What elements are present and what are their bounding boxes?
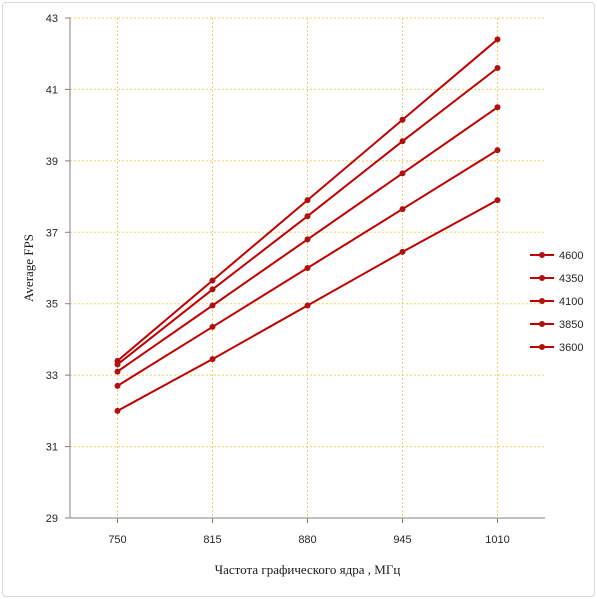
x-tick-label: 880 (298, 534, 316, 546)
data-point-4350 (494, 65, 501, 71)
data-point-3850 (209, 323, 216, 330)
legend-marker-4600 (539, 252, 545, 258)
x-axis-title: Частота графического ядра , МГц (215, 562, 401, 577)
axes (65, 17, 545, 523)
y-tick-label: 37 (46, 227, 58, 239)
data-point-4350 (114, 361, 121, 368)
data-point-4600 (304, 197, 311, 204)
legend-marker-4350 (539, 275, 545, 281)
data-point-4100 (114, 368, 121, 375)
data-point-3600 (304, 302, 311, 309)
y-tick-label: 29 (46, 513, 58, 525)
data-point-4600 (209, 277, 216, 284)
data-point-4100 (304, 236, 311, 243)
y-axis-title: Average FPS (21, 234, 36, 302)
data-point-4100 (494, 104, 501, 111)
data-point-3850 (399, 206, 406, 213)
data-point-4350 (304, 213, 311, 220)
data-point-3600 (209, 356, 216, 363)
data-point-3850 (494, 147, 501, 154)
legend-marker-4100 (539, 298, 545, 304)
x-tick-label: 1010 (485, 534, 509, 546)
data-point-4350 (209, 286, 216, 293)
y-tick-labels: 29 31 33 35 37 39 41 43 (46, 13, 58, 525)
data-point-4600 (494, 36, 501, 43)
data-point-3600 (114, 407, 121, 414)
legend-label-3850: 3850 (559, 319, 583, 331)
data-point-3600 (494, 197, 501, 204)
x-tick-label: 815 (203, 534, 221, 546)
y-tick-label: 39 (46, 156, 58, 168)
y-tick-label: 43 (46, 13, 58, 25)
series-lines (114, 36, 501, 414)
x-tick-label: 750 (108, 534, 126, 546)
legend-marker-3850 (539, 321, 545, 327)
x-tick-label: 945 (393, 534, 411, 546)
data-point-3850 (114, 382, 121, 389)
y-tick-label: 33 (46, 370, 58, 382)
legend-marker-3600 (539, 344, 545, 350)
data-point-3600 (399, 248, 406, 255)
legend-label-4100: 4100 (559, 296, 583, 308)
y-tick-label: 31 (46, 442, 58, 454)
data-point-4350 (399, 138, 406, 145)
x-tick-labels: 750 815 880 945 1010 (108, 534, 509, 546)
y-tick-label: 41 (46, 84, 58, 96)
legend-label-4350: 4350 (559, 273, 583, 285)
legend-label-3600: 3600 (559, 342, 583, 354)
data-point-4600 (399, 116, 406, 123)
y-tick-label: 35 (46, 299, 58, 311)
legend-label-4600: 4600 (559, 250, 583, 262)
data-point-3850 (304, 265, 311, 271)
data-point-4100 (209, 302, 216, 309)
data-point-4100 (399, 170, 406, 177)
legend: 4600 4350 4100 3850 3600 (530, 250, 583, 354)
